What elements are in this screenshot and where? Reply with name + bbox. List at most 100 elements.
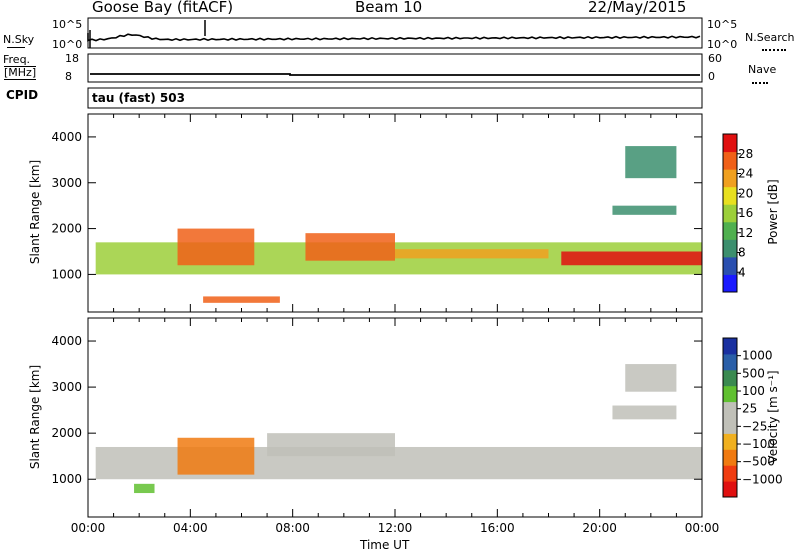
data-band-3 — [612, 405, 677, 420]
velocity-ylabel: Slant Range [km] — [28, 364, 42, 470]
panel-frame-0 — [87, 113, 703, 313]
noise-panel-frame — [87, 17, 703, 49]
colorbar-1-cell-4 — [723, 417, 737, 434]
ytick-label-0-0: 1000 — [51, 267, 82, 281]
colorbar-0-cell-0 — [723, 274, 737, 293]
colorbar-1-cell-5 — [723, 401, 737, 418]
cbar-label-1-3: 25 — [742, 402, 757, 416]
freq-tick-low: 8 — [65, 70, 72, 83]
colorbar-1-cell-2 — [723, 449, 737, 466]
data-band-4 — [625, 364, 677, 392]
ytick-label-0-1: 2000 — [51, 222, 82, 236]
velocity-panel-data — [95, 364, 703, 494]
colorbar-frame-1 — [722, 337, 738, 498]
panel-frame-1 — [87, 317, 703, 518]
noise-tick-right-low: 10^0 — [707, 38, 738, 51]
cbar-label-0-1: 8 — [738, 246, 746, 260]
cbar-label-0-4: 20 — [738, 186, 753, 200]
cbar-label-0-2: 12 — [738, 226, 753, 240]
colorbar-1-cell-9 — [723, 338, 737, 355]
colorbar-0-cell-6 — [723, 169, 737, 188]
colorbar-1-cell-8 — [723, 353, 737, 371]
cbar-label-1-1: 500 — [742, 366, 765, 380]
data-band-5 — [134, 483, 155, 494]
freq-tick-high: 18 — [65, 52, 79, 65]
cbar-label-1-0: 1000 — [742, 349, 773, 363]
xtick-label-6: 00:00 — [685, 521, 720, 535]
cbar-label-0-5: 24 — [738, 167, 753, 181]
noise-tick-left-low: 10^0 — [52, 38, 83, 51]
colorbar-1-cell-0 — [723, 481, 737, 498]
colorbar-1-cell-1 — [723, 465, 737, 482]
colorbar-1-cell-7 — [723, 369, 737, 387]
colorbars: 4 8 12 16 20 24 28 1000 500 100 25 −25 −100 −500 −1000 — [722, 133, 783, 498]
colorbar-0-cell-5 — [723, 186, 737, 205]
axis-ticks: 1000 2000 3000 4000 1000 2000 3000 4000 00:00 04:… — [51, 114, 719, 535]
ytick-label-1-0: 1000 — [51, 472, 82, 486]
colorbar-1-cell-6 — [723, 385, 737, 403]
x-axis-title: Time UT — [360, 538, 410, 552]
beam-title: Beam 10 — [355, 0, 423, 16]
nave-tick-low: 0 — [708, 70, 715, 83]
xtick-label-0: 00:00 — [71, 521, 106, 535]
nsearch-label: N.Search — [745, 31, 795, 44]
freq-trace — [90, 73, 700, 76]
noise-tick-left-high: 10^5 — [52, 18, 83, 31]
data-band-5 — [612, 205, 677, 215]
freq-unit-label: [MHz] — [4, 66, 37, 80]
cpid-panel-frame — [87, 87, 703, 109]
colorbar-0-cell-2 — [723, 239, 737, 258]
colorbar-0-cell-1 — [723, 256, 737, 275]
power-ylabel: Slant Range [km] — [28, 159, 42, 265]
velocity-colorbar-label: Velocity [m s⁻¹] — [766, 370, 780, 464]
noise-sky-trace — [87, 33, 701, 42]
nave-tick-high: 60 — [708, 52, 722, 65]
noise-tick-right-high: 10^5 — [707, 18, 738, 31]
colorbar-0-cell-4 — [723, 204, 737, 223]
nsky-legend-line — [7, 47, 25, 48]
ytick-label-0-3: 4000 — [51, 130, 82, 144]
cbar-label-0-0: 4 — [738, 265, 746, 279]
cbar-label-1-5: −100 — [742, 437, 775, 451]
ytick-label-0-2: 3000 — [51, 176, 82, 190]
xtick-label-3: 12:00 — [378, 521, 413, 535]
xtick-label-1: 04:00 — [173, 521, 208, 535]
nsky-label: N.Sky — [3, 33, 35, 46]
nave-legend-line — [752, 82, 768, 84]
xtick-label-4: 16:00 — [480, 521, 515, 535]
station-title: Goose Bay (fitACF) — [92, 0, 234, 16]
xtick-label-2: 08:00 — [275, 521, 310, 535]
freq-panel-frame — [87, 53, 703, 83]
cbar-label-1-2: 100 — [742, 384, 765, 398]
data-band-2 — [267, 433, 395, 457]
power-panel-data — [95, 146, 703, 303]
colorbar-0-cell-8 — [723, 134, 737, 153]
ytick-label-1-2: 3000 — [51, 380, 82, 394]
date-title: 22/May/2015 — [588, 0, 687, 16]
freq-label: Freq. — [3, 53, 31, 66]
cbar-label-1-7: −1000 — [742, 472, 783, 486]
nsearch-legend-line — [762, 49, 786, 51]
cbar-label-0-3: 16 — [738, 206, 753, 220]
cbar-label-0-6: 28 — [738, 147, 753, 161]
data-band-4 — [395, 249, 549, 259]
data-band-3 — [561, 251, 702, 266]
data-band-1 — [177, 437, 255, 475]
data-band-2 — [305, 233, 395, 261]
colorbar-0-cell-7 — [723, 151, 737, 170]
data-band-7 — [203, 296, 280, 303]
ytick-label-1-3: 4000 — [51, 334, 82, 348]
colorbar-0-cell-3 — [723, 221, 737, 240]
data-band-6 — [625, 146, 677, 179]
ytick-label-1-1: 2000 — [51, 426, 82, 440]
xtick-label-5: 20:00 — [582, 521, 617, 535]
cpid-label: CPID — [6, 88, 39, 102]
cbar-label-1-6: −500 — [742, 455, 775, 469]
colorbar-1-cell-3 — [723, 433, 737, 450]
power-colorbar-label: Power [dB] — [766, 179, 780, 245]
cpid-value: tau (fast) 503 — [92, 91, 185, 105]
data-band-1 — [177, 228, 255, 266]
nave-label: Nave — [748, 63, 777, 76]
cbar-label-1-4: −25 — [742, 419, 767, 433]
